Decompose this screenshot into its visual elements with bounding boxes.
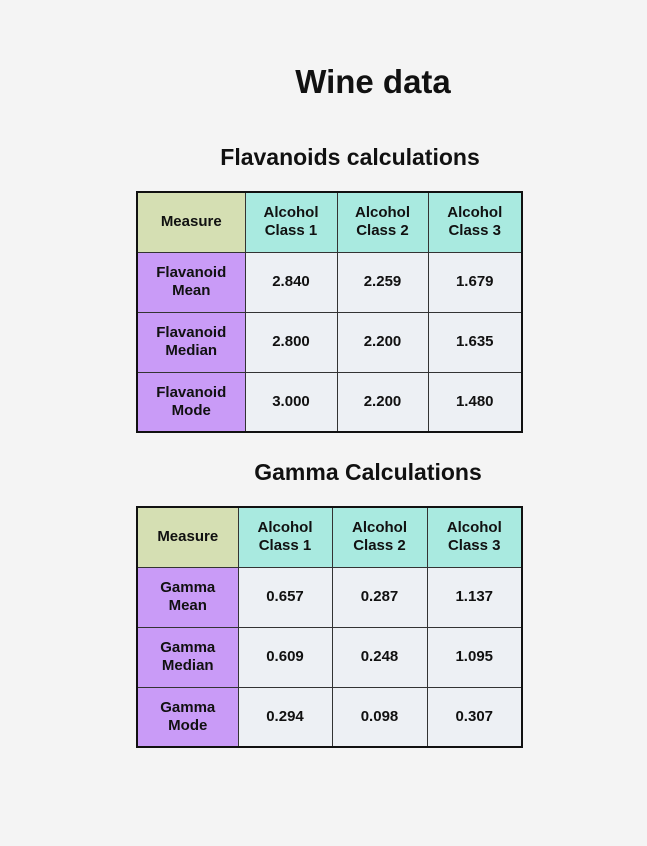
row-label: Gamma Mode bbox=[136, 686, 239, 748]
table-cell: 1.635 bbox=[427, 311, 523, 373]
table-cell: 3.000 bbox=[244, 371, 338, 433]
table-cell: 0.098 bbox=[331, 686, 428, 748]
table-cell: 1.137 bbox=[426, 566, 523, 628]
table-cell: 1.480 bbox=[427, 371, 523, 433]
row-label: Flavanoid Median bbox=[136, 311, 246, 373]
column-header-class-2: Alcohol Class 2 bbox=[331, 506, 428, 568]
column-header-class-3: Alcohol Class 3 bbox=[426, 506, 523, 568]
table-cell: 2.800 bbox=[244, 311, 338, 373]
flavanoids-section-title: Flavanoids calculations bbox=[220, 144, 480, 170]
table-row: Gamma Mode 0.294 0.098 0.307 bbox=[136, 686, 523, 748]
gamma-section-title: Gamma Calculations bbox=[254, 459, 482, 485]
column-header-class-1: Alcohol Class 1 bbox=[244, 191, 338, 253]
table-row: Gamma Median 0.609 0.248 1.095 bbox=[136, 626, 523, 688]
table-row: Gamma Mean 0.657 0.287 1.137 bbox=[136, 566, 523, 628]
flavanoids-table: Measure Alcohol Class 1 Alcohol Class 2 … bbox=[136, 191, 523, 433]
table-cell: 2.200 bbox=[336, 311, 429, 373]
table-cell: 2.259 bbox=[336, 251, 429, 313]
table-cell: 1.095 bbox=[426, 626, 523, 688]
table-cell: 0.248 bbox=[331, 626, 428, 688]
table-cell: 0.609 bbox=[237, 626, 333, 688]
table-row: Flavanoid Mode 3.000 2.200 1.480 bbox=[136, 371, 523, 433]
table-cell: 0.287 bbox=[331, 566, 428, 628]
column-header-class-1: Alcohol Class 1 bbox=[237, 506, 333, 568]
row-label: Gamma Median bbox=[136, 626, 239, 688]
row-label: Flavanoid Mode bbox=[136, 371, 246, 433]
table-row: Flavanoid Median 2.800 2.200 1.635 bbox=[136, 311, 523, 373]
table-header-row: Measure Alcohol Class 1 Alcohol Class 2 … bbox=[136, 506, 523, 568]
row-label: Gamma Mean bbox=[136, 566, 239, 628]
table-cell: 0.307 bbox=[426, 686, 523, 748]
column-header-measure: Measure bbox=[136, 506, 239, 568]
table-cell: 1.679 bbox=[427, 251, 523, 313]
column-header-class-2: Alcohol Class 2 bbox=[336, 191, 429, 253]
table-header-row: Measure Alcohol Class 1 Alcohol Class 2 … bbox=[136, 191, 523, 253]
table-row: Flavanoid Mean 2.840 2.259 1.679 bbox=[136, 251, 523, 313]
table-cell: 0.657 bbox=[237, 566, 333, 628]
row-label: Flavanoid Mean bbox=[136, 251, 246, 313]
table-cell: 2.840 bbox=[244, 251, 338, 313]
page-title: Wine data bbox=[295, 63, 451, 100]
gamma-table: Measure Alcohol Class 1 Alcohol Class 2 … bbox=[136, 506, 523, 748]
column-header-measure: Measure bbox=[136, 191, 246, 253]
table-cell: 2.200 bbox=[336, 371, 429, 433]
table-cell: 0.294 bbox=[237, 686, 333, 748]
column-header-class-3: Alcohol Class 3 bbox=[427, 191, 523, 253]
